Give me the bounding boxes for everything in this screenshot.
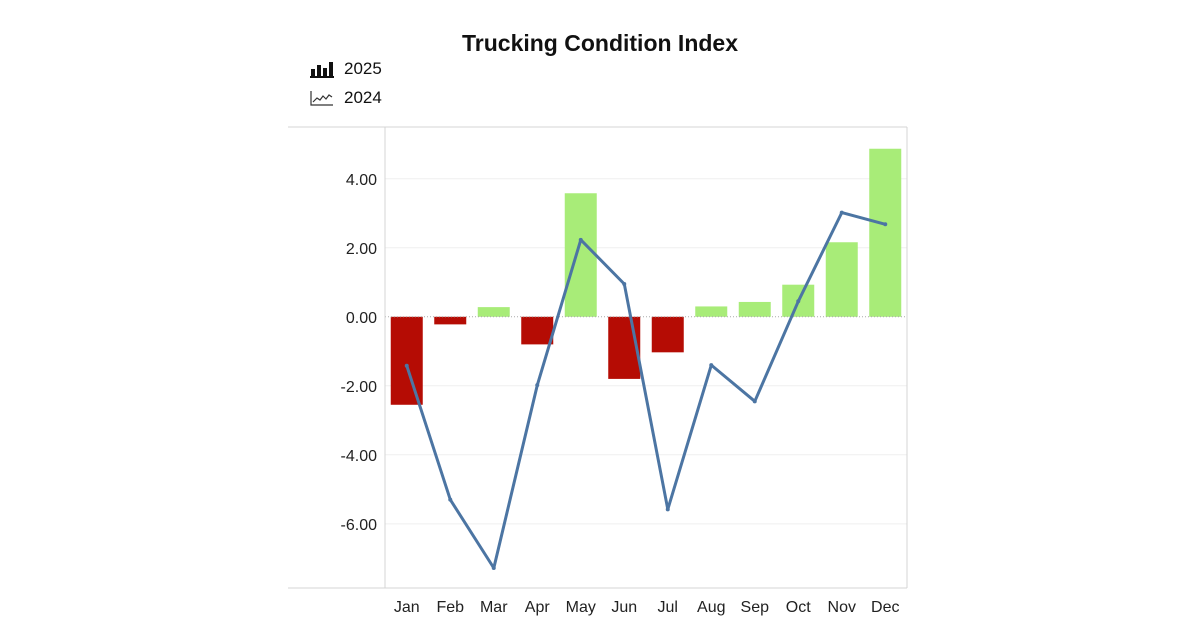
bar-feb[interactable] [434,316,467,325]
bar-mar[interactable] [477,307,510,317]
x-axis: Jan Feb Mar Apr May Jun Jul Aug Sep Oct Nov Dec [394,599,900,616]
line-point-may[interactable] [578,237,583,242]
line-point-sep[interactable] [752,399,757,404]
y-axis: 4.00 2.00 0.00 -2.00 -4.00 -6.00 [341,172,378,534]
line-series-2024[interactable] [405,211,887,570]
bar-jun[interactable] [608,316,641,379]
bar-jan[interactable] [390,316,423,405]
x-tick-label: Dec [871,599,899,616]
x-tick-label: Jan [394,599,420,616]
line-point-mar[interactable] [491,565,496,570]
y-tick-label: -2.00 [341,379,378,396]
legend-label-2025: 2025 [344,58,382,78]
line-point-jan[interactable] [404,363,409,368]
y-tick-label: 4.00 [346,172,377,189]
plot-frame [288,126,908,589]
x-tick-label: May [566,599,596,616]
line-point-apr[interactable] [535,383,540,388]
bar-apr[interactable] [521,316,554,345]
x-tick-label: Feb [436,599,464,616]
y-tick-label: 0.00 [346,310,377,327]
y-tick-label: -6.00 [341,517,378,534]
legend-item-2025[interactable]: 2025 [310,54,382,83]
bar-layer [390,148,902,405]
y-tick-label: 2.00 [346,241,377,258]
line-point-oct[interactable] [796,299,801,304]
line-point-dec[interactable] [883,222,888,227]
bar-nov[interactable] [825,242,858,317]
legend-item-2024[interactable]: 2024 [310,83,382,112]
legend-label-2024: 2024 [344,87,382,107]
bar-dec[interactable] [869,148,902,317]
x-tick-label: Sep [741,599,770,616]
x-tick-label: Jul [658,599,678,616]
bar-chart-icon [310,61,334,78]
x-tick-label: Apr [525,599,551,616]
bar-may[interactable] [564,193,597,317]
bar-sep[interactable] [738,301,771,317]
line-point-jul[interactable] [665,507,670,512]
grid-layer [385,178,907,525]
x-tick-label: Mar [480,599,508,616]
chart-title: Trucking Condition Index [462,30,738,56]
line-point-nov[interactable] [839,210,844,215]
bar-aug[interactable] [695,306,728,317]
line-chart-icon [310,90,333,106]
bar-jul[interactable] [651,316,684,353]
line-point-jun[interactable] [622,282,627,287]
y-tick-label: -4.00 [341,448,378,465]
line-point-feb[interactable] [448,497,453,502]
line-point-aug[interactable] [709,363,714,368]
legend: 2025 2024 [310,54,382,112]
x-tick-label: Aug [697,599,725,616]
x-tick-label: Nov [828,599,856,616]
line-layer [404,210,888,570]
x-tick-label: Oct [786,599,811,616]
x-tick-label: Jun [611,599,637,616]
